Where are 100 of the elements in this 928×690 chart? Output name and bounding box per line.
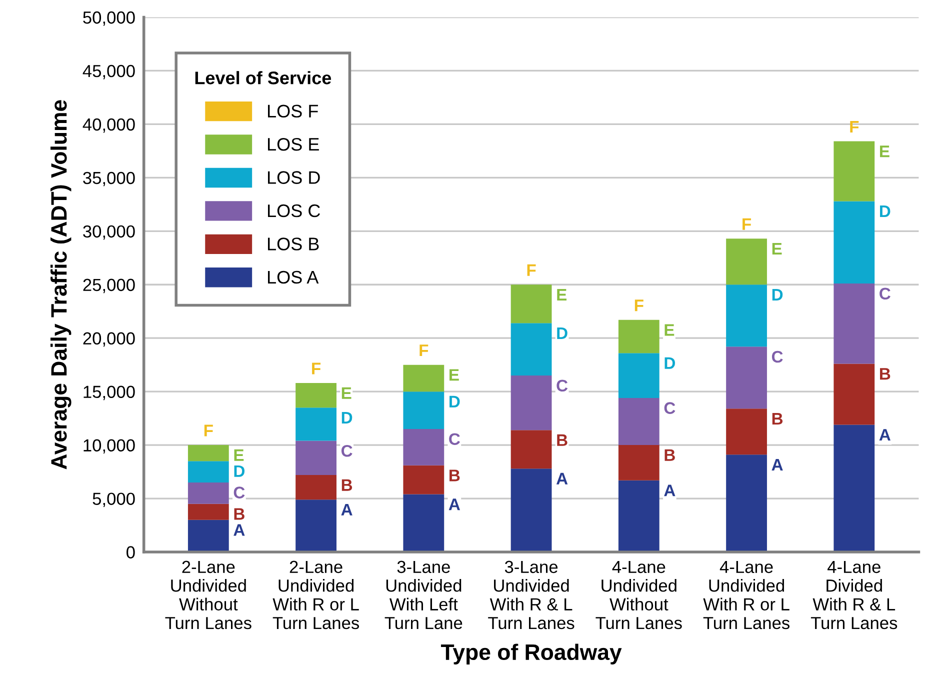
bar — [403, 494, 444, 552]
y-tick-label: 0 — [126, 546, 135, 558]
data-label: F — [527, 264, 536, 276]
data-label: E — [664, 324, 674, 336]
data-label: A — [664, 484, 676, 496]
bar — [510, 323, 552, 376]
data-label: A — [341, 504, 352, 516]
x-tick-label: 2-Lane Undivided With R or L Turn Lanes — [272, 560, 359, 630]
y-tick-label: 30,000 — [83, 225, 135, 240]
bar — [834, 141, 875, 202]
data-label: A — [234, 524, 245, 536]
bar — [834, 284, 875, 364]
y-tick-label: 40,000 — [82, 118, 135, 133]
bar — [296, 474, 336, 500]
data-label: A — [448, 498, 460, 510]
bar — [510, 284, 552, 324]
data-label: B — [557, 434, 568, 446]
bar — [188, 520, 229, 552]
bar — [726, 346, 767, 409]
data-label: D — [234, 465, 244, 477]
data-label: B — [880, 368, 890, 380]
data-label: F — [204, 424, 213, 436]
y-tick-label: 45,000 — [82, 64, 135, 80]
data-label: F — [742, 218, 752, 230]
bar — [618, 445, 660, 480]
y-tick-label: 5,000 — [92, 492, 135, 508]
x-tick-label: 4-Lane Divided With R & L Turn Lanes — [810, 560, 898, 630]
data-label: D — [772, 288, 783, 300]
data-label: D — [664, 357, 675, 369]
data-label: C — [449, 433, 460, 445]
legend-label: LOS A — [268, 270, 319, 284]
data-label: E — [342, 387, 352, 399]
data-label: F — [312, 362, 321, 374]
x-tick-label: 4-Lane Undivided With R or L Turn Lanes — [703, 560, 790, 630]
data-label: D — [450, 396, 460, 408]
y-axis-title: Average Daily Traffic (ADT) Volume — [50, 100, 72, 470]
data-label: B — [234, 508, 244, 520]
data-label: C — [234, 486, 245, 498]
bar — [188, 482, 229, 504]
bar — [834, 201, 875, 284]
data-label: A — [556, 472, 568, 484]
legend-label: LOS E — [268, 138, 319, 151]
bar — [618, 480, 660, 552]
data-label: B — [664, 449, 675, 461]
y-tick-label: 10,000 — [84, 439, 135, 454]
bar — [726, 284, 767, 347]
data-label: B — [772, 413, 783, 425]
bar — [403, 364, 444, 392]
data-label: C — [772, 350, 783, 363]
legend-label: LOS C — [268, 204, 320, 218]
y-tick-label: 50,000 — [83, 11, 135, 26]
data-label: D — [557, 327, 568, 339]
data-label: C — [880, 288, 890, 300]
bar — [834, 424, 875, 552]
data-label: B — [342, 479, 352, 491]
bar — [726, 408, 767, 455]
data-label: F — [420, 344, 428, 356]
data-label: E — [880, 146, 890, 158]
legend-label: LOS B — [268, 238, 319, 250]
bar — [188, 504, 229, 520]
data-label: B — [450, 470, 460, 482]
data-label: D — [342, 412, 352, 424]
data-label: F — [850, 121, 859, 133]
data-label: A — [879, 429, 890, 441]
bar — [618, 320, 660, 354]
data-label: E — [450, 369, 459, 381]
x-tick-label: 4-Lane Undivided Without Turn Lanes — [596, 560, 682, 630]
bar — [296, 383, 336, 408]
data-label: E — [772, 242, 782, 254]
bar — [403, 429, 444, 466]
bar — [618, 398, 660, 446]
x-axis-title: Type of Roadway — [440, 644, 622, 664]
legend-label: LOS D — [268, 171, 320, 184]
bar — [188, 461, 229, 482]
bar — [510, 376, 552, 430]
legend-title: Level of Service — [195, 71, 332, 84]
data-label: D — [880, 206, 890, 218]
y-tick-label: 25,000 — [83, 278, 135, 294]
bar — [726, 454, 767, 552]
bar — [618, 353, 660, 398]
bar — [296, 440, 336, 475]
data-label: E — [557, 288, 566, 300]
bar — [510, 468, 552, 552]
bar — [510, 430, 552, 469]
x-tick-label: 2-Lane Undivided Without Turn Lanes — [165, 560, 252, 630]
bar — [296, 500, 336, 552]
data-label: C — [341, 444, 352, 457]
bar — [296, 408, 336, 441]
y-tick-label: 35,000 — [83, 172, 135, 186]
bar — [403, 465, 444, 494]
x-tick-label: 3-Lane Undivided With Left Turn Lane — [384, 560, 462, 630]
x-tick-label: 3-Lane Undivided With R & L Turn Lanes — [488, 560, 574, 630]
y-tick-label: 15,000 — [84, 386, 135, 400]
data-label: C — [664, 402, 676, 414]
y-tick-label: 20,000 — [83, 332, 135, 347]
bar — [403, 392, 444, 430]
data-label: A — [772, 459, 783, 470]
data-label: C — [556, 380, 568, 392]
data-label: E — [234, 449, 244, 461]
bar — [834, 364, 875, 425]
